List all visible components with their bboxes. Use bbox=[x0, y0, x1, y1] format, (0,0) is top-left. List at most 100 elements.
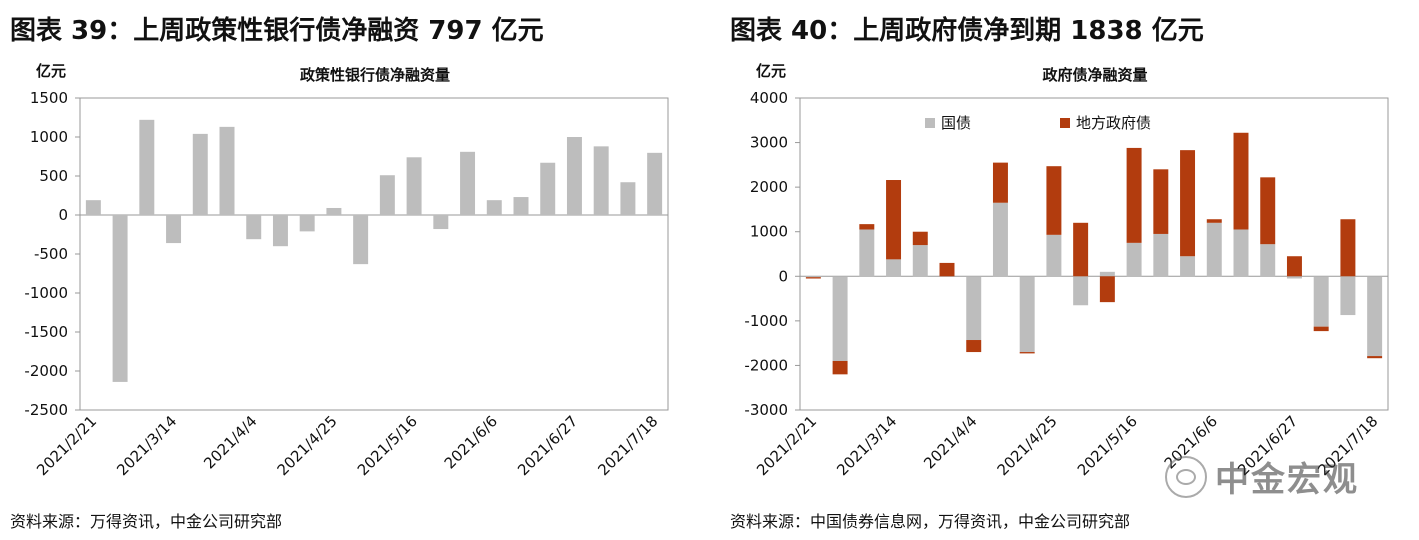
bar bbox=[460, 151, 476, 215]
bar bbox=[939, 276, 955, 277]
bar bbox=[1233, 229, 1249, 277]
bar bbox=[1286, 276, 1302, 279]
x-tick-label: 2021/5/16 bbox=[354, 412, 421, 479]
bar bbox=[1180, 150, 1196, 257]
bar bbox=[1046, 234, 1062, 277]
y-tick-label: -2500 bbox=[24, 401, 68, 419]
bar bbox=[1286, 256, 1302, 277]
y-tick-label: -1500 bbox=[24, 323, 68, 341]
x-tick-label: 2021/4/4 bbox=[200, 412, 260, 472]
bar bbox=[647, 152, 663, 215]
wechat-icon bbox=[1165, 455, 1207, 498]
bar bbox=[1206, 219, 1222, 223]
bar bbox=[486, 200, 502, 215]
bar bbox=[1340, 219, 1356, 277]
bar bbox=[246, 215, 262, 240]
chart-title: 政策性银行债净融资量 bbox=[299, 66, 450, 84]
bar bbox=[166, 215, 182, 244]
x-tick-label: 2021/4/25 bbox=[274, 412, 341, 479]
bar bbox=[1260, 177, 1276, 245]
bar bbox=[1126, 242, 1142, 277]
x-tick-label: 2021/2/21 bbox=[33, 412, 100, 479]
unit-label: 亿元 bbox=[756, 62, 787, 80]
x-tick-label: 2021/6/27 bbox=[514, 412, 581, 479]
bar bbox=[272, 215, 288, 247]
bar bbox=[219, 126, 235, 215]
legend-label: 地方政府债 bbox=[1076, 114, 1152, 132]
source-note: 资料来源：万得资讯，中金公司研究部 bbox=[10, 512, 283, 531]
figure-title: 图表 40：上周政府债净到期 1838 亿元 bbox=[730, 16, 1204, 46]
bar bbox=[992, 162, 1008, 203]
watermark-text: 中金宏观 bbox=[1215, 460, 1359, 500]
bar bbox=[1153, 169, 1169, 234]
y-tick-label: 4000 bbox=[750, 89, 788, 107]
bar bbox=[832, 276, 848, 361]
bar bbox=[192, 133, 208, 215]
bar bbox=[859, 224, 875, 230]
bar bbox=[112, 215, 128, 382]
bar bbox=[1126, 147, 1142, 243]
x-tick-label: 2021/3/14 bbox=[113, 412, 180, 479]
y-tick-label: -2000 bbox=[744, 356, 788, 374]
x-tick-label: 2021/7/18 bbox=[594, 412, 661, 479]
bar bbox=[1099, 276, 1115, 303]
bar bbox=[1046, 166, 1062, 235]
legend-label: 国债 bbox=[941, 114, 972, 132]
bar bbox=[912, 245, 928, 277]
bar bbox=[1019, 352, 1035, 354]
legend-item-treasury: 国债 bbox=[925, 112, 971, 133]
bar bbox=[85, 200, 101, 215]
bar bbox=[1313, 276, 1329, 327]
figure-title: 图表 39：上周政策性银行债净融资 797 亿元 bbox=[10, 16, 544, 46]
policy-bank-bond-chart: 150010005000-500-1000-1500-2000-25002021… bbox=[24, 89, 669, 479]
bar bbox=[1073, 276, 1089, 306]
bar bbox=[353, 215, 369, 265]
x-tick-label: 2021/4/25 bbox=[994, 412, 1061, 479]
bar bbox=[593, 146, 609, 215]
legend-swatch-orange bbox=[1060, 117, 1070, 128]
bar bbox=[939, 262, 955, 277]
government-bond-chart: 4000 3000 2000 1000 0 -1000 -2000 -30002021/2/2… bbox=[744, 89, 1389, 479]
bar bbox=[805, 276, 821, 278]
bar bbox=[1233, 132, 1249, 230]
x-tick-label: 2021/4/4 bbox=[920, 412, 980, 472]
watermark: 中金宏观 bbox=[1165, 452, 1359, 501]
bar bbox=[886, 259, 902, 277]
y-tick-label: 2000 bbox=[750, 178, 788, 196]
y-tick-label: 1500 bbox=[30, 89, 68, 107]
bar bbox=[406, 157, 422, 215]
bar bbox=[379, 175, 395, 215]
bar bbox=[540, 162, 556, 215]
legend-swatch-gray bbox=[925, 117, 935, 128]
bar bbox=[620, 182, 636, 215]
bar bbox=[992, 202, 1008, 277]
y-tick-label: 3000 bbox=[750, 134, 788, 152]
bar bbox=[566, 137, 582, 215]
bar bbox=[1153, 233, 1169, 277]
bar bbox=[886, 180, 902, 260]
y-tick-label: -3000 bbox=[744, 401, 788, 419]
bar bbox=[139, 119, 155, 215]
bar bbox=[1367, 276, 1383, 357]
y-tick-label: 500 bbox=[39, 167, 68, 185]
bar bbox=[912, 231, 928, 246]
bar bbox=[513, 197, 529, 215]
y-tick-label: 0 bbox=[58, 206, 68, 224]
bar bbox=[433, 215, 449, 230]
unit-label: 亿元 bbox=[36, 62, 67, 80]
bar bbox=[326, 207, 342, 215]
bar bbox=[1367, 356, 1383, 359]
bar bbox=[1019, 276, 1035, 353]
bar bbox=[1260, 244, 1276, 277]
bar bbox=[1073, 222, 1089, 277]
y-tick-label: -500 bbox=[34, 245, 68, 263]
bar bbox=[1180, 256, 1196, 277]
bar bbox=[966, 276, 982, 341]
y-tick-label: -1000 bbox=[24, 284, 68, 302]
y-tick-label: 1000 bbox=[30, 128, 68, 146]
chart-title: 政府债净融资量 bbox=[1042, 66, 1148, 84]
bar bbox=[966, 340, 982, 353]
y-tick-label: -2000 bbox=[24, 362, 68, 380]
x-tick-label: 2021/2/21 bbox=[753, 412, 820, 479]
bar bbox=[1206, 222, 1222, 277]
